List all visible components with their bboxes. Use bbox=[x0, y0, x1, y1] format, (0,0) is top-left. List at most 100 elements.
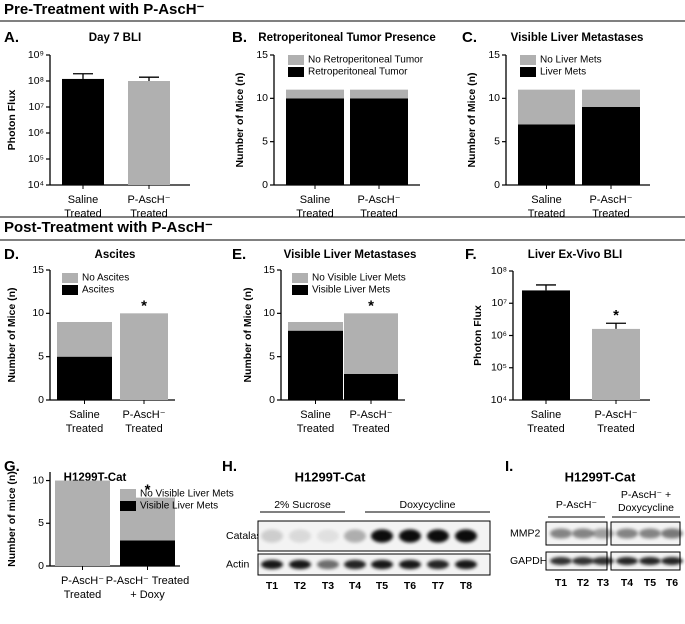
panel-label: F. bbox=[465, 246, 477, 263]
chart-title: Liver Ex-Vivo BLI bbox=[528, 249, 622, 261]
legend-label: Liver Mets bbox=[540, 67, 586, 78]
group-label: Doxycycline bbox=[399, 499, 455, 511]
bar-segment bbox=[582, 89, 640, 107]
x-tick-label: Saline Treated bbox=[66, 409, 104, 435]
bar-segment bbox=[518, 89, 575, 125]
legend-label: No Visible Liver Mets bbox=[312, 273, 406, 284]
lane-label: T1 bbox=[266, 580, 278, 592]
blot-title: H1299T-Cat bbox=[565, 469, 636, 484]
y-tick-label: 10 bbox=[32, 474, 44, 486]
band bbox=[550, 528, 572, 539]
panel-label: D. bbox=[4, 246, 19, 263]
chart-title: Retroperitoneal Tumor Presence bbox=[258, 32, 435, 44]
band bbox=[592, 528, 614, 539]
band bbox=[639, 528, 661, 539]
x-tick-label: P-AscH⁻ Treated + Doxy bbox=[106, 575, 189, 601]
significance-mark: * bbox=[368, 297, 374, 314]
row-label: Catalase bbox=[226, 530, 268, 542]
band bbox=[399, 529, 421, 543]
x-tick-label: P-AscH⁻ Treated bbox=[127, 194, 170, 220]
bar-segment bbox=[582, 107, 640, 185]
band bbox=[616, 528, 638, 539]
x-tick-label: Saline Treated bbox=[64, 194, 102, 220]
y-tick-label: 15 bbox=[263, 264, 275, 276]
panel-label: A. bbox=[4, 29, 19, 46]
legend-swatch bbox=[120, 489, 136, 499]
bar-segment bbox=[518, 124, 575, 185]
band bbox=[592, 557, 614, 565]
bar-segment bbox=[350, 89, 408, 99]
y-tick-label: 10⁵ bbox=[491, 362, 507, 374]
panel-label: E. bbox=[232, 246, 246, 263]
legend-swatch bbox=[520, 67, 536, 77]
x-tick-label: Saline Treated bbox=[297, 409, 335, 435]
chart-title: Visible Liver Metastases bbox=[511, 32, 644, 44]
legend-label: No Retroperitoneal Tumor bbox=[308, 55, 424, 66]
band bbox=[289, 559, 311, 570]
band bbox=[261, 529, 283, 543]
group-label: P-AscH⁻ bbox=[556, 499, 598, 511]
y-tick-label: 10⁴ bbox=[491, 394, 507, 406]
band bbox=[661, 528, 683, 539]
band bbox=[317, 529, 339, 543]
band bbox=[344, 559, 366, 570]
band bbox=[427, 559, 449, 570]
panel-label: H. bbox=[222, 458, 237, 475]
legend-label: Visible Liver Mets bbox=[140, 501, 218, 512]
band bbox=[550, 557, 572, 565]
bar-segment bbox=[55, 480, 110, 566]
bar bbox=[592, 328, 640, 400]
row-label: GAPDH bbox=[510, 555, 547, 567]
bar-segment bbox=[57, 322, 112, 357]
bar-segment bbox=[57, 356, 112, 400]
legend-label: Visible Liver Mets bbox=[312, 285, 390, 296]
legend-swatch bbox=[292, 285, 308, 295]
bar-segment bbox=[344, 374, 398, 400]
lane-label: T3 bbox=[597, 577, 609, 589]
y-axis-label: Number of Mice (n) bbox=[234, 72, 246, 167]
bar bbox=[522, 290, 570, 400]
row-label: Actin bbox=[226, 558, 250, 570]
x-tick-label: Saline Treated bbox=[296, 194, 334, 220]
band bbox=[572, 528, 594, 539]
lane-label: T3 bbox=[322, 580, 334, 592]
band bbox=[572, 557, 594, 565]
legend-swatch bbox=[292, 273, 308, 283]
band bbox=[371, 529, 393, 543]
x-tick-label: Saline Treated bbox=[527, 409, 565, 435]
group-label: P-AscH⁻ + Doxycycline bbox=[618, 489, 674, 514]
y-axis-label: Number of Mice (n) bbox=[242, 287, 254, 382]
group-label: 2% Sucrose bbox=[274, 499, 331, 511]
y-tick-label: 5 bbox=[262, 135, 268, 147]
y-tick-label: 5 bbox=[269, 350, 275, 362]
y-tick-label: 15 bbox=[256, 49, 268, 61]
lane-label: T2 bbox=[577, 577, 589, 589]
significance-mark: * bbox=[141, 297, 147, 314]
band bbox=[261, 559, 283, 570]
y-tick-label: 10 bbox=[263, 307, 275, 319]
bar bbox=[62, 78, 104, 185]
x-tick-label: Saline Treated bbox=[528, 194, 566, 220]
chart-title: Visible Liver Metastases bbox=[284, 249, 417, 261]
section-title: Pre-Treatment with P-AscH⁻ bbox=[4, 1, 205, 18]
y-tick-label: 15 bbox=[488, 49, 500, 61]
legend-swatch bbox=[120, 501, 136, 511]
legend-swatch bbox=[62, 285, 78, 295]
blot-title: H1299T-Cat bbox=[295, 469, 366, 484]
y-tick-label: 10⁶ bbox=[28, 127, 44, 139]
bar-segment bbox=[286, 89, 344, 99]
y-tick-label: 10⁷ bbox=[492, 297, 508, 309]
band bbox=[427, 529, 449, 543]
bar-segment bbox=[120, 540, 175, 566]
legend-label: No Visible Liver Mets bbox=[140, 489, 234, 500]
band bbox=[371, 559, 393, 570]
y-tick-label: 10⁵ bbox=[28, 153, 44, 165]
legend-swatch bbox=[288, 55, 304, 65]
y-tick-label: 10⁸ bbox=[491, 265, 507, 277]
bar-segment bbox=[286, 98, 344, 185]
x-tick-label: P-AscH⁻ Treated bbox=[589, 194, 632, 220]
significance-mark: * bbox=[613, 307, 619, 324]
bar-segment bbox=[120, 313, 168, 400]
lane-label: T2 bbox=[294, 580, 306, 592]
chart-title: Ascites bbox=[95, 249, 136, 261]
